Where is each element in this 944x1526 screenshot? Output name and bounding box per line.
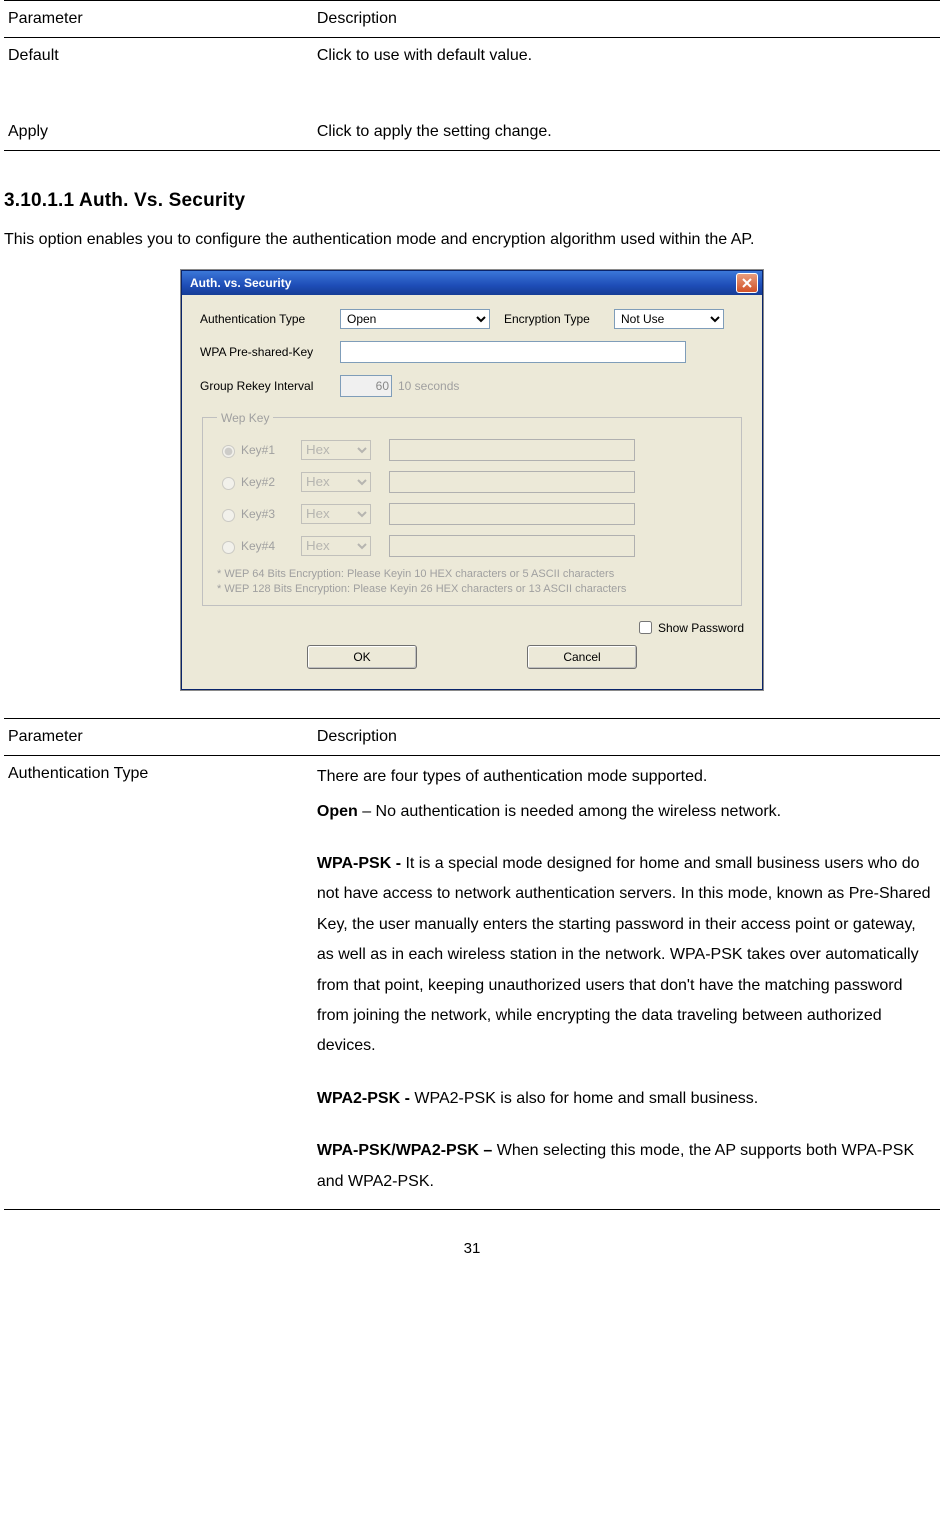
auth-wpa2-text: WPA2-PSK is also for home and small busi… <box>414 1090 758 1107</box>
section-intro: This option enables you to configure the… <box>4 228 940 252</box>
key4-type: Hex <box>301 536 371 556</box>
key1-label: Key#1 <box>241 441 301 459</box>
key3-radio <box>222 509 235 522</box>
row-default-param: Default <box>4 38 313 75</box>
rekey-unit: 10 seconds <box>398 377 459 395</box>
ok-button[interactable]: OK <box>307 645 417 669</box>
th2-description: Description <box>313 719 940 756</box>
auth-security-dialog: Auth. vs. Security Authentication Type O… <box>181 270 763 691</box>
bottom-param-table: Parameter Description Authentication Typ… <box>4 718 940 1210</box>
auth-desc-wpa: WPA-PSK - It is a special mode designed … <box>317 849 936 1062</box>
key1-type: Hex <box>301 440 371 460</box>
key2-type: Hex <box>301 472 371 492</box>
key1-radio <box>222 445 235 458</box>
psk-input[interactable] <box>340 341 686 363</box>
wep-key-group: Wep Key Key#1 Hex Key#2 Hex <box>202 409 742 607</box>
key1-value <box>389 439 635 461</box>
auth-desc-intro: There are four types of authentication m… <box>317 762 936 792</box>
key3-label: Key#3 <box>241 505 301 523</box>
enc-type-label: Encryption Type <box>504 310 614 328</box>
auth-both-label: WPA-PSK/WPA2-PSK – <box>317 1142 497 1159</box>
wep-legend: Wep Key <box>217 409 273 427</box>
psk-label: WPA Pre-shared-Key <box>200 343 340 361</box>
key4-label: Key#4 <box>241 537 301 555</box>
key2-label: Key#2 <box>241 473 301 491</box>
auth-open-text: – No authentication is needed among the … <box>358 803 781 820</box>
key3-value <box>389 503 635 525</box>
row-auth-desc: There are four types of authentication m… <box>313 756 940 1210</box>
key2-value <box>389 471 635 493</box>
rekey-input <box>340 375 392 397</box>
auth-desc-both: WPA-PSK/WPA2-PSK – When selecting this m… <box>317 1136 936 1197</box>
row-apply-param: Apply <box>4 114 313 151</box>
rekey-label: Group Rekey Interval <box>200 377 340 395</box>
key4-value <box>389 535 635 557</box>
key2-radio <box>222 477 235 490</box>
key3-type: Hex <box>301 504 371 524</box>
auth-wpa-text: It is a special mode designed for home a… <box>317 855 931 1054</box>
cancel-button[interactable]: Cancel <box>527 645 637 669</box>
enc-type-select[interactable]: Not Use <box>614 309 724 329</box>
auth-desc-open: Open – No authentication is needed among… <box>317 797 936 827</box>
th2-parameter: Parameter <box>4 719 313 756</box>
row-auth-param: Authentication Type <box>4 756 313 1210</box>
close-icon[interactable] <box>736 273 758 293</box>
auth-wpa2-label: WPA2-PSK - <box>317 1090 414 1107</box>
row-apply-desc: Click to apply the setting change. <box>313 114 940 151</box>
top-param-table: Parameter Description Default Click to u… <box>4 0 940 151</box>
auth-open-label: Open <box>317 803 358 820</box>
dialog-title: Auth. vs. Security <box>190 274 736 292</box>
show-password-checkbox[interactable] <box>639 621 652 634</box>
auth-type-label: Authentication Type <box>200 310 340 328</box>
auth-type-select[interactable]: Open <box>340 309 490 329</box>
wep-hint-1: * WEP 64 Bits Encryption: Please Keyin 1… <box>217 567 727 582</box>
wep-hint-2: * WEP 128 Bits Encryption: Please Keyin … <box>217 582 727 597</box>
th-description: Description <box>313 1 940 38</box>
row-default-desc: Click to use with default value. <box>313 38 940 75</box>
auth-wpa-label: WPA-PSK - <box>317 855 406 872</box>
th-parameter: Parameter <box>4 1 313 38</box>
section-heading: 3.10.1.1 Auth. Vs. Security <box>4 187 940 216</box>
show-password-label: Show Password <box>658 619 744 637</box>
page-number: 31 <box>4 1238 940 1261</box>
key4-radio <box>222 541 235 554</box>
auth-desc-wpa2: WPA2-PSK - WPA2-PSK is also for home and… <box>317 1084 936 1114</box>
